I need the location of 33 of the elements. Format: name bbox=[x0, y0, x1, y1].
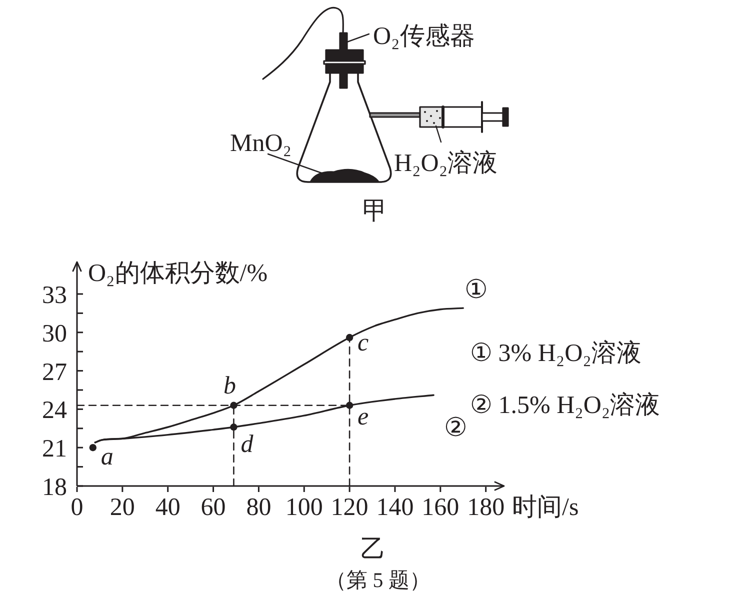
annotation: ① 3% H₂O₂溶液 bbox=[470, 339, 642, 367]
y-tick-label: 24 bbox=[42, 397, 68, 424]
annotation: e bbox=[358, 403, 369, 430]
text: O₂传感器 bbox=[373, 23, 475, 50]
y-tick-label: 21 bbox=[42, 436, 67, 463]
annotation: d bbox=[240, 431, 254, 458]
x-tick-label: 160 bbox=[422, 494, 460, 521]
x-tick-label: 100 bbox=[285, 494, 323, 521]
x-tick-label: 120 bbox=[330, 494, 368, 521]
text: 甲 bbox=[362, 198, 388, 225]
text: （第 5 题） bbox=[326, 568, 430, 592]
x-tick-label: 40 bbox=[155, 494, 180, 521]
text: H₂O₂溶液 bbox=[394, 149, 498, 177]
series-label: ② bbox=[444, 413, 468, 442]
x-tick-label: 80 bbox=[246, 494, 272, 521]
y-tick-label: 27 bbox=[42, 358, 67, 386]
x-tick-label: 0 bbox=[70, 494, 84, 521]
annotation: ② 1.5% H₂O₂溶液 bbox=[470, 391, 660, 419]
y-axis-title: O₂的体积分数/% bbox=[88, 260, 268, 287]
y-tick-label: 18 bbox=[42, 474, 67, 501]
x-tick-label: 140 bbox=[376, 494, 414, 521]
x-tick-label: 60 bbox=[200, 494, 226, 521]
annotation: c bbox=[358, 330, 369, 357]
y-tick-label: 30 bbox=[42, 320, 67, 348]
annotation: a bbox=[100, 444, 114, 471]
annotation: b bbox=[223, 372, 236, 400]
x-tick-label: 180 bbox=[467, 494, 505, 521]
text: MnO₂ bbox=[230, 130, 292, 157]
x-axis-title: 时间/s bbox=[512, 494, 579, 521]
series-label: ① bbox=[464, 275, 488, 304]
y-tick-label: 33 bbox=[42, 282, 67, 309]
x-tick-label: 20 bbox=[110, 494, 135, 521]
text: 乙 bbox=[360, 536, 386, 563]
